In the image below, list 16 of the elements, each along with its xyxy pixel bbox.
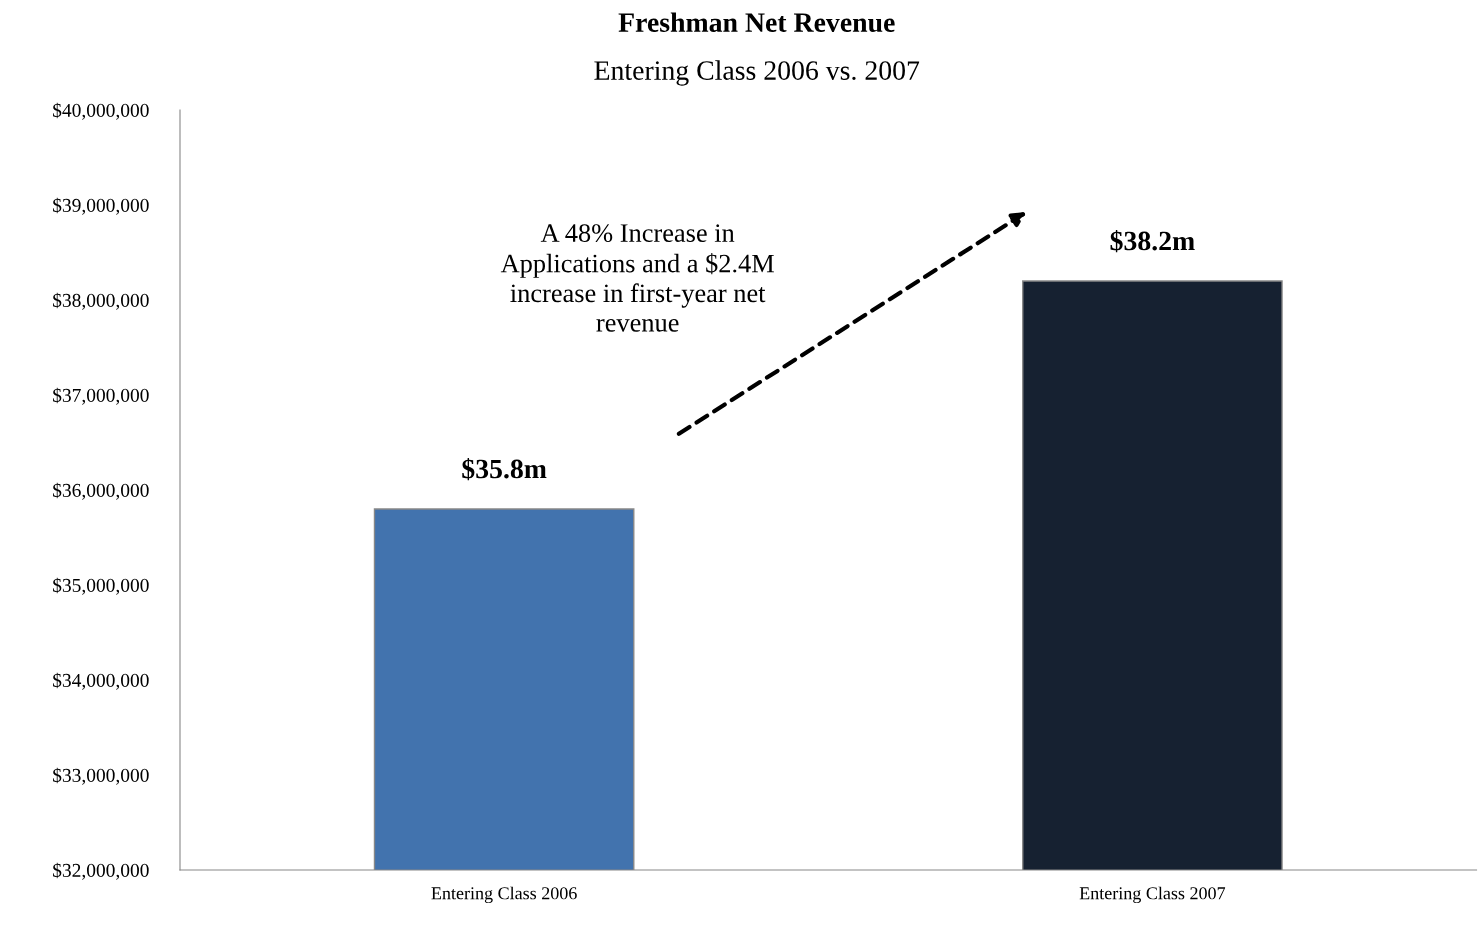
y-tick-label: $36,000,000	[53, 482, 149, 500]
chart-subtitle: Entering Class 2006 vs. 2007	[594, 60, 920, 86]
y-tick-label: $33,000,000	[53, 767, 149, 785]
y-tick-label: $40,000,000	[53, 102, 149, 120]
y-tick-label: $34,000,000	[53, 672, 149, 690]
y-tick-label: $39,000,000	[53, 197, 149, 215]
y-tick-label: $38,000,000	[53, 292, 149, 310]
y-tick-label: $37,000,000	[53, 387, 149, 405]
y-tick-label: $35,000,000	[53, 577, 149, 595]
chart-title: Freshman Net Revenue	[618, 12, 895, 33]
x-tick-label: Entering Class 2007	[1079, 886, 1226, 904]
data-label: $35.8m	[462, 457, 547, 481]
annotation: A 48% Increase in Applications and a $2.4M increase in first-year net revenue	[500, 224, 774, 332]
y-tick-label: $32,000,000	[53, 862, 149, 880]
x-tick-label: Entering Class 2006	[431, 886, 577, 904]
data-label: $38.2m	[1110, 229, 1195, 253]
